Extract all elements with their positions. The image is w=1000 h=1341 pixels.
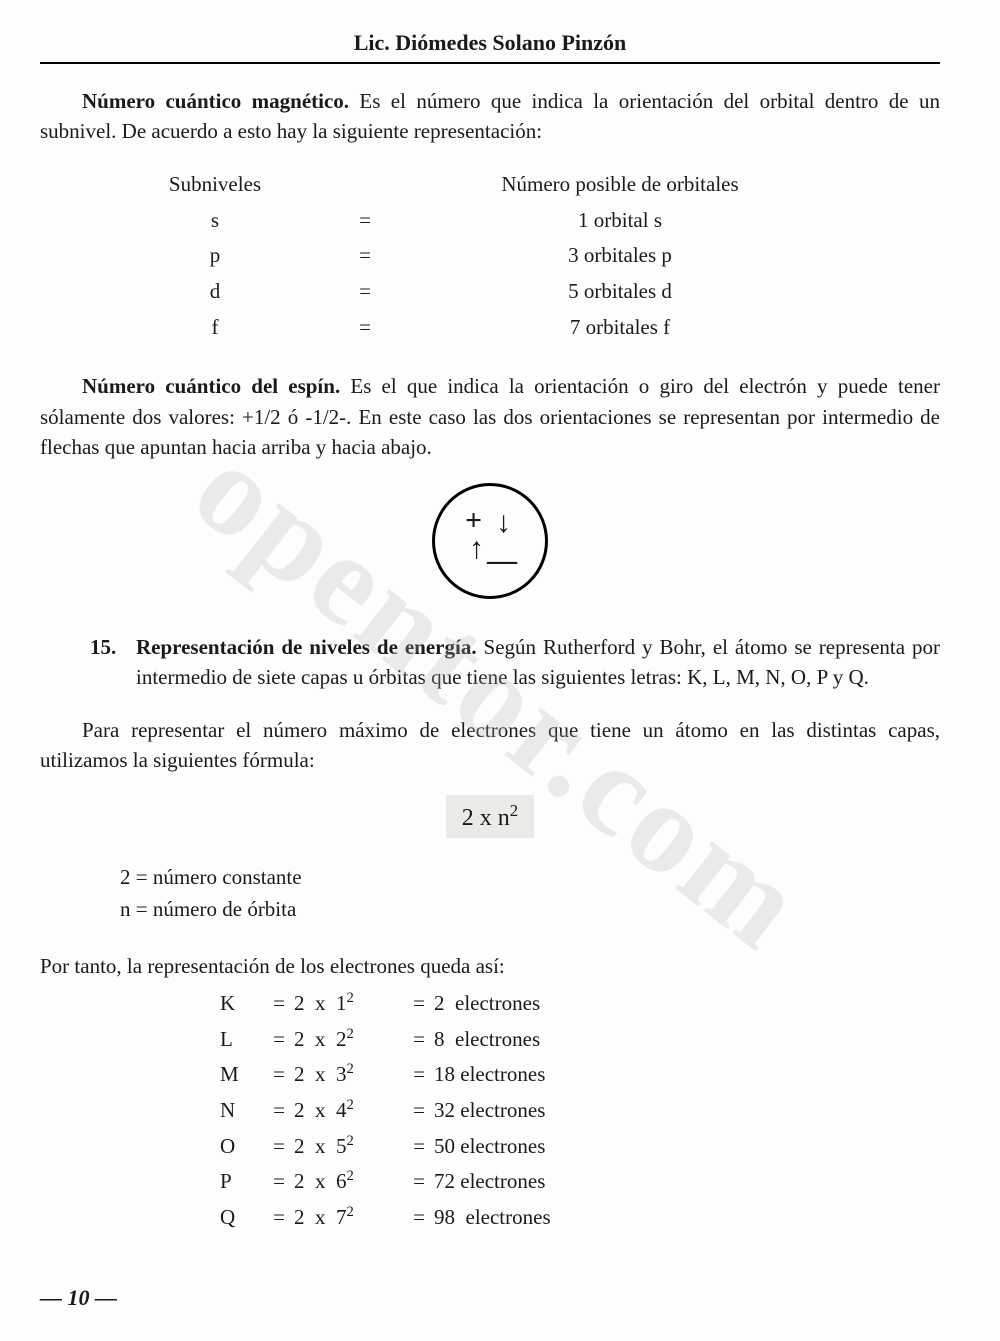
section15-title: Representación de niveles de energía. [136, 635, 477, 659]
formula-2n2: 2 x n2 [40, 795, 940, 838]
spin-circle-icon: + ↑ ↓ — [432, 483, 548, 599]
table-row: K=2 x 12=2 electrones [220, 986, 940, 1022]
table-row: L=2 x 22=8 electrones [220, 1022, 940, 1058]
para-formula-intro: Para representar el número máximo de ele… [40, 715, 940, 776]
para2-title: Número cuántico del espín. [82, 374, 340, 398]
section-15: 15. Representación de niveles de energía… [40, 632, 940, 693]
table-row: M=2 x 32=18 electrones [220, 1057, 940, 1093]
sublevels-header-left: Subniveles [120, 167, 310, 203]
sublevel-s: s [120, 203, 310, 239]
def-constant: 2 = número constante [120, 862, 940, 894]
para-magnetic-quantum: Número cuántico magnético. Es el número … [40, 86, 940, 147]
spin-diagram: + ↑ ↓ — [40, 483, 940, 604]
para1-title: Número cuántico magnético. [82, 89, 349, 113]
minus-icon: — [487, 544, 517, 578]
formula-definitions: 2 = número constante n = número de órbit… [120, 862, 940, 925]
electron-table-intro: Por tanto, la representación de los elec… [40, 951, 940, 981]
page: opentor.com Lic. Diómedes Solano Pinzón … [0, 0, 1000, 1341]
table-row: O=2 x 52=50 electrones [220, 1129, 940, 1165]
electron-table: K=2 x 12=2 electrones L=2 x 22=8 electro… [220, 986, 940, 1236]
table-row: N=2 x 42=32 electrones [220, 1093, 940, 1129]
sublevel-d: d [120, 274, 310, 310]
page-number: — 10 — [40, 1285, 117, 1311]
table-row: Q=2 x 72=98 electrones [220, 1200, 940, 1236]
table-row: P=2 x 62=72 electrones [220, 1164, 940, 1200]
sublevels-table: Subniveles Número posible de orbitales s… [120, 167, 940, 345]
sublevel-p: p [120, 238, 310, 274]
page-author-header: Lic. Diómedes Solano Pinzón [40, 30, 940, 64]
arrow-down-icon: ↓ [496, 506, 511, 540]
sublevel-f: f [120, 310, 310, 346]
def-orbit-number: n = número de órbita [120, 894, 940, 926]
section-number: 15. [90, 632, 136, 693]
para-spin-quantum: Número cuántico del espín. Es el que ind… [40, 371, 940, 462]
arrow-up-icon: ↑ [469, 532, 484, 566]
sublevels-header-right: Número posible de orbitales [420, 167, 820, 203]
